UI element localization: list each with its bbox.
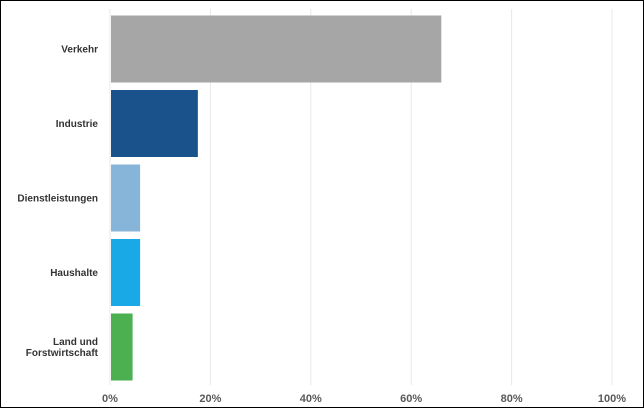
- x-axis-tick-labels: 0% 20% 40% 60% 80% 100%: [102, 393, 626, 405]
- x-tick-label: 0%: [102, 393, 118, 405]
- bar-industrie: [111, 90, 198, 157]
- category-label: Verkehr: [61, 45, 98, 56]
- bar-dienstleistungen: [111, 164, 141, 232]
- category-label: Haushalte: [50, 268, 98, 279]
- category-labels: Verkehr Industrie Dienstleistungen Haushalt…: [17, 45, 98, 360]
- category-label: Dienstleistungen: [17, 194, 98, 205]
- bars: [111, 15, 442, 381]
- x-tick-label: 20%: [199, 393, 221, 405]
- bar-haushalte: [111, 239, 141, 306]
- bar-verkehr: [111, 15, 442, 83]
- bar-land-und-forstwirtschaft: [111, 313, 133, 381]
- category-label: Forstwirtschaft: [26, 348, 99, 359]
- x-tick-label: 80%: [501, 393, 523, 405]
- x-tick-label: 100%: [598, 393, 626, 405]
- category-label: Land und: [53, 337, 98, 348]
- x-tick-label: 40%: [300, 393, 322, 405]
- x-tick-label: 60%: [400, 393, 422, 405]
- category-label: Industrie: [56, 119, 99, 130]
